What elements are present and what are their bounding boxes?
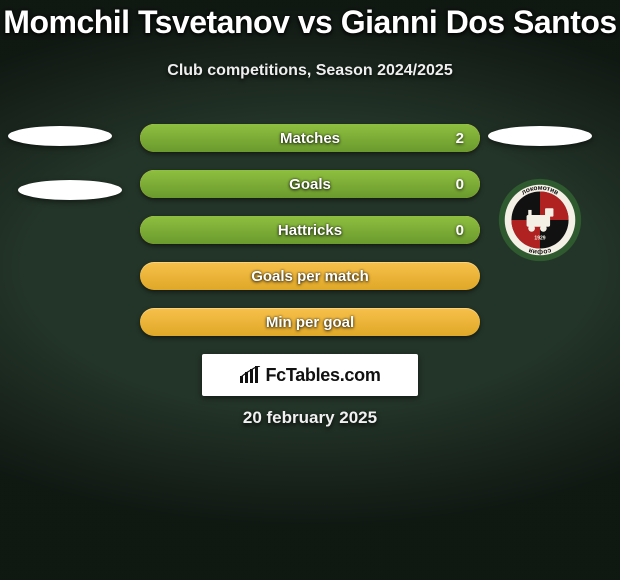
stat-value-right: 0 — [456, 216, 464, 244]
club-crest: локомотив софия 1929 — [498, 178, 582, 262]
stat-bars: Matches 2 Goals 0 Hattricks 0 Goals per … — [140, 124, 480, 354]
brand-text: FcTables.com — [239, 365, 380, 386]
player2-photo-placeholder — [488, 126, 592, 146]
crest-year: 1929 — [534, 235, 545, 241]
brand-label: FcTables.com — [265, 365, 380, 386]
page-subtitle: Club competitions, Season 2024/2025 — [0, 62, 620, 80]
bar-chart-icon — [239, 366, 261, 384]
page-title: Momchil Tsvetanov vs Gianni Dos Santos — [0, 4, 620, 41]
stat-bar: Goals per match — [140, 262, 480, 290]
stat-bar: Min per goal — [140, 308, 480, 336]
stat-label: Min per goal — [140, 308, 480, 336]
stat-bar: Matches 2 — [140, 124, 480, 152]
stat-fill — [140, 124, 480, 152]
player1-photo-placeholder — [8, 126, 112, 146]
stat-fill — [140, 170, 480, 198]
stat-fill — [140, 216, 480, 244]
stat-label: Goals per match — [140, 262, 480, 290]
stat-bar: Hattricks 0 — [140, 216, 480, 244]
stat-value-right: 0 — [456, 170, 464, 198]
stat-value-right: 2 — [456, 124, 464, 152]
brand-box: FcTables.com — [202, 354, 418, 396]
player1-club-placeholder — [18, 180, 122, 200]
crest-svg: локомотив софия 1929 — [498, 178, 582, 262]
date: 20 february 2025 — [0, 408, 620, 428]
stat-bar: Goals 0 — [140, 170, 480, 198]
